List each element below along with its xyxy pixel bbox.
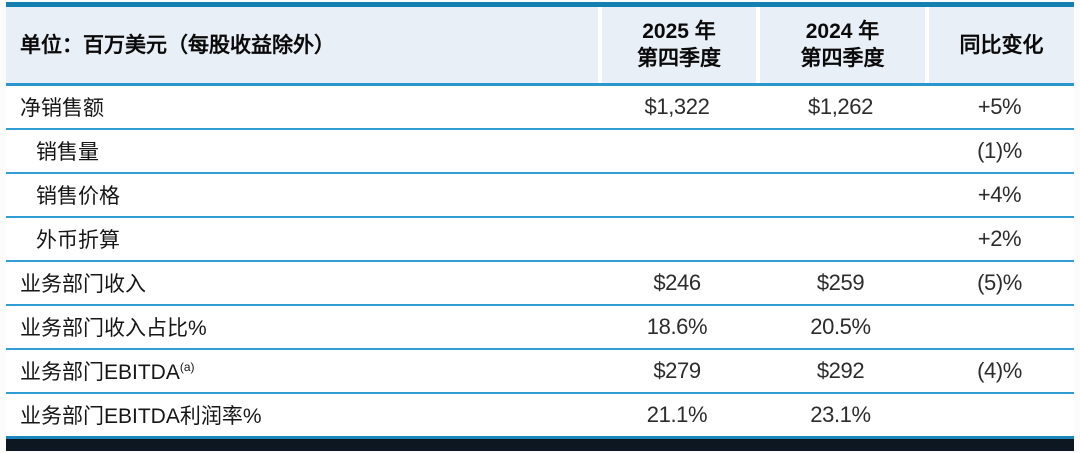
table-row: 业务部门收入 $246 $259 (5)% xyxy=(6,262,1074,306)
row-label-text: 净销售额 xyxy=(20,97,104,120)
value-q4-2025: 18.6% xyxy=(646,314,708,339)
unit-header-cell: 单位：百万美元（每股收益除外） xyxy=(6,7,598,83)
financial-results-table: 单位：百万美元（每股收益除外） 2025 年 第四季度 2024 年 第四季度 … xyxy=(6,2,1074,451)
row-label: 销售价格 xyxy=(6,180,598,210)
value-yoy-change: +4% xyxy=(977,182,1022,207)
value-q4-2025: $279 xyxy=(653,358,701,383)
footer-bar xyxy=(6,439,1074,451)
row-label-text: 销售价格 xyxy=(36,185,120,208)
value-q4-2025: $246 xyxy=(653,270,701,295)
row-label-text: 业务部门收入 xyxy=(20,273,146,296)
value-yoy-change: (1)% xyxy=(977,138,1022,163)
row-label: 外币折算 xyxy=(6,224,598,254)
value-q4-2024: $292 xyxy=(816,358,865,383)
column-header-line2: 第四季度 xyxy=(637,47,721,70)
value-yoy-change: (4)% xyxy=(977,358,1022,383)
value-yoy-change: +2% xyxy=(977,226,1022,251)
table-row: 销售量 (1)% xyxy=(6,130,1074,174)
row-label-text: 销售量 xyxy=(36,141,99,164)
value-q4-2025: $1,322 xyxy=(644,94,710,119)
value-q4-2024: 23.1% xyxy=(810,402,871,427)
table-row: 业务部门EBITDA利润率% 21.1% 23.1% xyxy=(6,394,1074,439)
table-header-row: 单位：百万美元（每股收益除外） 2025 年 第四季度 2024 年 第四季度 … xyxy=(6,7,1074,83)
column-header-line1: 同比变化 xyxy=(959,33,1044,57)
footnote-marker: (a) xyxy=(179,360,195,374)
row-label: 销售量 xyxy=(6,136,598,166)
column-header-line1: 2024 年 xyxy=(805,20,880,43)
table-top-rule xyxy=(6,2,1074,7)
value-yoy-change: +5% xyxy=(977,94,1022,119)
table-body: 净销售额 $1,322 $1,262 +5% 销售量 (1)% 销售价格 +4% 外币折算 +2%… xyxy=(6,86,1074,439)
row-label: 业务部门EBITDA(a) xyxy=(6,356,598,386)
value-q4-2024: $1,262 xyxy=(808,94,873,119)
row-label: 业务部门收入 xyxy=(6,268,598,298)
row-label: 净销售额 xyxy=(6,92,598,122)
table-row: 业务部门EBITDA(a) $279 $292 (4)% xyxy=(6,350,1074,394)
value-q4-2024: 20.5% xyxy=(810,314,871,339)
row-label-text: 业务部门收入占比% xyxy=(20,317,207,340)
value-q4-2025: 21.1% xyxy=(646,402,708,427)
row-label: 业务部门EBITDA利润率% xyxy=(6,400,598,430)
row-label-text: 业务部门EBITDA利润率% xyxy=(20,405,262,428)
column-header-line1: 2025 年 xyxy=(642,20,716,43)
row-label: 业务部门收入占比% xyxy=(6,312,598,342)
table-row: 净销售额 $1,322 $1,262 +5% xyxy=(6,86,1074,130)
row-label-text: 业务部门EBITDA xyxy=(20,361,180,384)
table-row: 外币折算 +2% xyxy=(6,218,1074,262)
column-header-q4-2024: 2024 年 第四季度 xyxy=(756,7,925,83)
column-header-q4-2025: 2025 年 第四季度 xyxy=(598,7,756,83)
row-label-text: 外币折算 xyxy=(36,229,120,252)
header-underline-rule xyxy=(6,83,1074,86)
column-header-yoy-change: 同比变化 xyxy=(925,7,1074,83)
table-row: 销售价格 +4% xyxy=(6,174,1074,218)
value-yoy-change: (5)% xyxy=(977,270,1022,295)
value-q4-2024: $259 xyxy=(816,270,865,295)
column-header-line2: 第四季度 xyxy=(800,47,885,70)
table-row: 业务部门收入占比% 18.6% 20.5% xyxy=(6,306,1074,350)
unit-header-label: 单位：百万美元（每股收益除外） xyxy=(20,33,335,57)
